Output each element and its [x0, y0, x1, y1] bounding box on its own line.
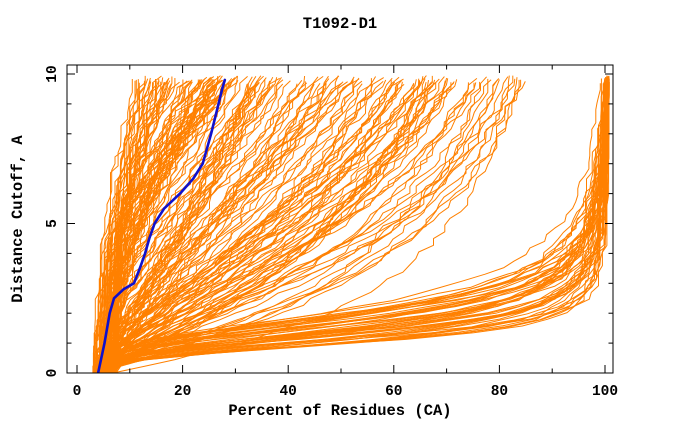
model-curve [103, 76, 377, 373]
model-curve [102, 83, 321, 373]
model-curve [94, 75, 221, 373]
model-curve [99, 80, 446, 373]
y-tick-label: 10 [45, 65, 61, 82]
y-tick-label: 5 [45, 219, 61, 228]
model-curve [108, 75, 306, 373]
model-curve [110, 79, 169, 373]
model-curve [92, 77, 448, 373]
model-curve [104, 77, 608, 373]
model-curve [104, 77, 280, 373]
model-curve [101, 83, 608, 373]
model-curve [102, 78, 420, 373]
model-curve [110, 81, 427, 373]
chart-title: T1092-D1 [303, 15, 377, 33]
x-tick-label: 0 [73, 384, 82, 400]
model-curve [96, 83, 315, 373]
model-curve [105, 82, 415, 373]
model-curve [103, 78, 500, 373]
model-curve [104, 77, 282, 373]
y-tick-label: 0 [45, 369, 61, 378]
axis-ticks-layer [67, 65, 613, 374]
model-curve [93, 82, 229, 373]
model-curve [112, 77, 518, 373]
x-axis-label: Percent of Residues (CA) [228, 402, 451, 420]
highlight-curve [96, 78, 227, 373]
plot-frame [66, 64, 614, 374]
model-curve [103, 78, 330, 373]
model-curve [112, 77, 360, 373]
model-curve [105, 76, 213, 373]
model-curve [112, 83, 397, 373]
x-tick-label: 20 [174, 384, 191, 400]
model-curve [110, 81, 481, 373]
x-tick-label: 100 [592, 384, 618, 400]
model-curves-layer [92, 75, 610, 373]
model-curve [109, 81, 403, 373]
tick-labels-layer: 0 20 40 60 80 100 0 5 10 [45, 65, 618, 400]
model-curve [92, 79, 492, 373]
model-curve [111, 78, 610, 373]
model-curve [95, 75, 146, 373]
model-curve [96, 81, 455, 373]
model-curve [95, 79, 522, 373]
x-tick-label: 60 [385, 384, 402, 400]
model-curve [108, 78, 516, 373]
model-curve [94, 80, 271, 373]
y-axis-label: Distance Cutoff, A [9, 135, 27, 303]
model-curve [92, 78, 489, 373]
model-curve [111, 82, 308, 373]
model-curve [103, 78, 478, 373]
model-curve [98, 76, 610, 373]
model-curve [109, 82, 475, 373]
model-curve [106, 80, 402, 373]
model-curve [92, 81, 433, 373]
model-curve [99, 79, 498, 373]
model-curve [112, 81, 152, 373]
model-curve [101, 83, 372, 373]
model-curve [112, 84, 604, 373]
model-curve [98, 76, 248, 373]
model-curve [112, 80, 607, 373]
model-curve [100, 77, 170, 373]
model-curve [116, 79, 458, 373]
model-curve [95, 83, 601, 373]
model-curve [96, 77, 384, 373]
x-tick-label: 80 [491, 384, 508, 400]
x-tick-label: 40 [279, 384, 296, 400]
model-curve [109, 78, 404, 373]
model-curve [107, 79, 151, 373]
model-curve [100, 79, 500, 373]
model-curve [94, 81, 396, 373]
